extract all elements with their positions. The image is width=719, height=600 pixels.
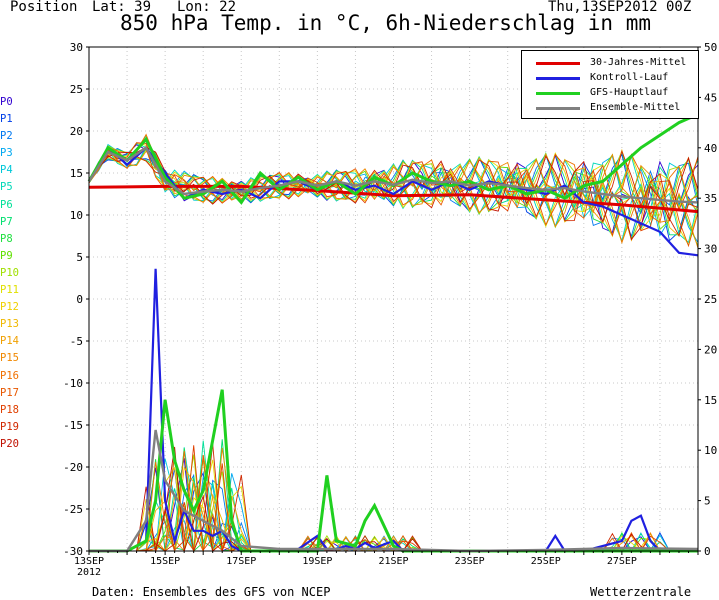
longitude-label: Lon: 22 <box>177 0 237 15</box>
x-tick-label: 15SEP <box>150 556 180 567</box>
legend-label: 30-Jahres-Mittel <box>590 57 687 68</box>
legend-item: Kontroll-Lauf <box>522 71 698 85</box>
latitude-label: Lat: 39 <box>92 0 152 15</box>
member-label: P20 <box>0 437 19 450</box>
member-label: P13 <box>0 318 19 331</box>
member-label: P12 <box>0 301 19 314</box>
temperature-series-line <box>88 184 699 214</box>
member-label: P9 <box>0 249 13 262</box>
grid <box>89 47 698 551</box>
y-left-tick-label: -30 <box>63 545 83 558</box>
y-left-tick-label: -5 <box>70 335 83 348</box>
member-label: P19 <box>0 420 19 433</box>
legend-swatch <box>536 62 580 65</box>
legend-label: Kontroll-Lauf <box>590 72 669 83</box>
member-temperature-line <box>88 133 699 245</box>
x-tick-label: 17SEP <box>226 556 256 567</box>
y-right-tick-label: 10 <box>704 444 717 457</box>
member-label: P16 <box>0 369 19 382</box>
member-label: P14 <box>0 335 19 348</box>
member-label: P11 <box>0 284 19 297</box>
member-label: P3 <box>0 147 13 160</box>
legend-item: 30-Jahres-Mittel <box>522 56 698 70</box>
member-temperature-line <box>88 148 699 237</box>
y-left-tick-label: 30 <box>70 41 83 54</box>
legend-swatch <box>536 77 580 80</box>
x-tick-label: 21SEP <box>378 556 408 567</box>
data-source-note: Daten: Ensembles des GFS von NCEP <box>92 585 331 599</box>
y-left-tick-label: 20 <box>70 125 83 138</box>
y-right-tick-label: 40 <box>704 142 717 155</box>
member-label: P7 <box>0 215 13 228</box>
y-right-tick-label: 0 <box>704 545 711 558</box>
y-right-tick-label: 45 <box>704 91 717 104</box>
y-right-tick-label: 5 <box>704 495 711 508</box>
y-right-tick-label: 20 <box>704 343 717 356</box>
legend: 30-Jahres-Mittel Kontroll-Lauf GFS-Haupt… <box>521 50 699 119</box>
y-left-tick-label: 15 <box>70 167 83 180</box>
legend-swatch <box>536 107 580 110</box>
brand-label: Wetterzentrale <box>590 585 692 599</box>
member-temperature-line <box>88 149 699 237</box>
y-right-tick-label: 35 <box>704 192 717 205</box>
member-label: P2 <box>0 130 13 143</box>
y-right-tick-label: 15 <box>704 394 717 407</box>
member-label: P17 <box>0 386 19 399</box>
y-right-tick-label: 25 <box>704 293 717 306</box>
axes: -30 -25 -20 -15 -10 -5 0 5 10 15 20 25 30 0 5 10 15 20 25 3… <box>63 41 717 578</box>
legend-item: Ensemble-Mittel <box>522 101 698 115</box>
main-series-lines <box>87 112 699 553</box>
y-right-tick-label: 30 <box>704 243 717 256</box>
legend-item: GFS-Hauptlauf <box>522 86 698 100</box>
y-left-tick-label: 5 <box>76 251 83 264</box>
x-tick-label: 13SEP <box>74 556 104 567</box>
legend-swatch <box>536 92 580 95</box>
y-left-tick-label: -20 <box>63 461 83 474</box>
member-label: P10 <box>0 266 19 279</box>
chart-title: 850 hPa Temp. in °C, 6h-Niederschlag in … <box>120 11 652 35</box>
member-list: P0 P1 P2 P3 P4 P5 P6 P7 P8 P9 P10 P11 P12 P13 P14 P15 P1… <box>0 94 40 453</box>
member-label: P6 <box>0 198 13 211</box>
legend-label: GFS-Hauptlauf <box>590 87 669 98</box>
y-right-tick-label: 50 <box>704 41 717 54</box>
y-left-tick-label: 10 <box>70 209 83 222</box>
member-label: P15 <box>0 352 19 365</box>
x-tick-label: 19SEP <box>302 556 332 567</box>
member-label: P8 <box>0 232 13 245</box>
x-tick-label: 27SEP <box>607 556 637 567</box>
x-tick-year-label: 2012 <box>77 567 101 578</box>
position-label: Position <box>10 0 78 15</box>
y-left-tick-label: -10 <box>63 377 83 390</box>
y-left-tick-label: -25 <box>63 503 83 516</box>
member-label: P0 <box>0 96 13 108</box>
y-left-tick-label: 0 <box>76 293 83 306</box>
x-tick-label: 23SEP <box>455 556 485 567</box>
precipitation-series-line <box>89 389 698 553</box>
run-time-label: Thu,13SEP2012 00Z <box>548 0 692 15</box>
member-label: P18 <box>0 403 19 416</box>
member-label: P5 <box>0 181 13 194</box>
temperature-series-line <box>87 146 699 204</box>
member-label: P4 <box>0 164 13 177</box>
member-label: P1 <box>0 113 13 126</box>
y-left-tick-label: 25 <box>70 83 83 96</box>
legend-label: Ensemble-Mittel <box>590 102 681 113</box>
x-tick-label: 25SEP <box>531 556 561 567</box>
y-left-tick-label: -15 <box>63 419 83 432</box>
